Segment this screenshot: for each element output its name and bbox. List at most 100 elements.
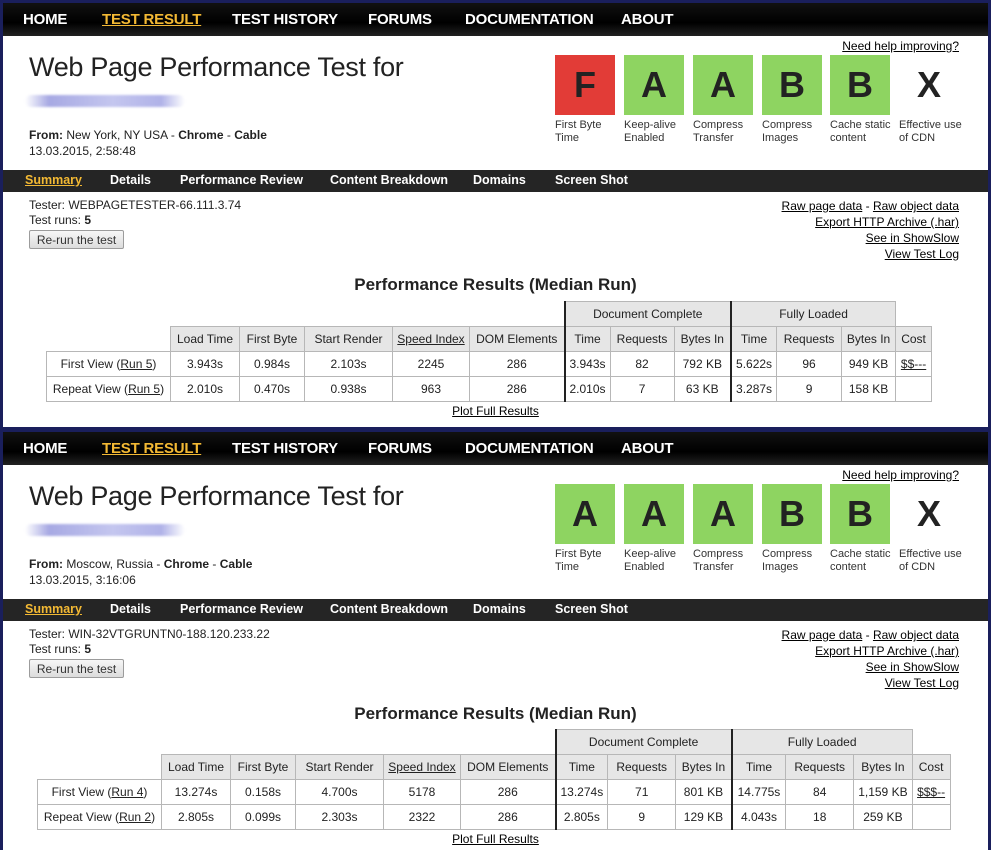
run-link[interactable]: Run 2 [119,810,152,824]
header-spacer [47,302,565,327]
tester-info: Tester: WEBPAGETESTER-66.111.3.74 Test ru… [29,198,241,228]
col-header-requests: Requests [609,326,675,352]
connection: Cable [219,557,253,571]
grade-keep-alive-enabled[interactable]: A [624,484,684,544]
tab-content-breakdown[interactable]: Content Breakdown [330,602,449,616]
tester-info: Tester: WIN-32VTGRUNTN0-188.120.233.22 Te… [29,627,270,657]
grade-label: Compress Images [762,119,813,144]
test-location-info: From: New York, NY USA - Chrome - Cable 1… [29,127,267,159]
nav-item-documentation[interactable]: DOCUMENTATION [465,11,594,28]
showslow-link[interactable]: See in ShowSlow [865,231,959,245]
col-header-first-byte: First Byte [230,754,296,780]
table-row: Repeat View (Run 5) 2.010s 0.470s 0.938s 963… [46,376,933,402]
plot-container: Plot Full Results [3,832,988,846]
top-nav: HOME TEST RESULT TEST HISTORY FORUMS DOCUMEN… [3,432,988,465]
tab-summary[interactable]: Summary [25,173,82,187]
nav-item-test-result[interactable]: TEST RESULT [102,440,202,457]
tab-content-breakdown[interactable]: Content Breakdown [330,173,449,187]
grade-compress-images[interactable]: B [762,55,822,115]
raw-object-data-link[interactable]: Raw object data [872,628,959,642]
row-label: Repeat View (Run 5) [46,376,171,402]
tab-performance-review[interactable]: Performance Review [180,602,303,616]
grade-cache-static-content[interactable]: B [830,484,890,544]
table-cell: 7 [609,376,675,402]
nav-item-home[interactable]: HOME [23,11,68,28]
view-name: First View [51,785,105,799]
tab-summary[interactable]: Summary [25,602,82,616]
view-test-log-link[interactable]: View Test Log [884,676,959,690]
nav-item-test-history[interactable]: TEST HISTORY [232,440,338,457]
col-header-first-byte: First Byte [239,326,305,352]
table-cell: 801 KB [675,779,733,805]
nav-item-about[interactable]: ABOUT [621,11,674,28]
nav-item-test-result[interactable]: TEST RESULT [102,11,202,28]
export-har-link[interactable]: Export HTTP Archive (.har) [815,215,959,229]
tab-details[interactable]: Details [110,602,151,616]
run-link[interactable]: Run 5 [128,382,161,396]
showslow-link[interactable]: See in ShowSlow [865,660,959,674]
raw-object-data-link[interactable]: Raw object data [872,199,959,213]
grade-first-byte-time[interactable]: F [555,55,615,115]
tab-domains[interactable]: Domains [473,602,526,616]
nav-item-documentation[interactable]: DOCUMENTATION [465,440,594,457]
test-runs-line: Test runs: 5 [29,213,241,228]
table-cell[interactable]: $$--- [895,351,933,377]
export-har-link[interactable]: Export HTTP Archive (.har) [815,644,959,658]
col-header-start-render: Start Render [295,754,384,780]
page-title: Web Page Performance Test for [29,52,404,82]
grade-effective-use-of-cdn[interactable]: X [916,493,941,534]
col-header-speed-index[interactable]: Speed Index [383,754,461,780]
run-link[interactable]: Run 4 [111,785,144,799]
rerun-button[interactable]: Re-run the test [29,659,124,678]
col-header-bytes-in: Bytes In [673,326,732,352]
grade-first-byte-time[interactable]: A [555,484,615,544]
grade-effective-use-of-cdn[interactable]: X [916,64,941,105]
tab-domains[interactable]: Domains [473,173,526,187]
table-cell: 14.775s [730,779,787,805]
table-cell: 96 [776,351,843,377]
table-cell[interactable]: $$$-- [911,779,951,805]
tab-screen-shot[interactable]: Screen Shot [555,173,628,187]
table-cell: 2.805s [161,804,231,830]
rerun-button[interactable]: Re-run the test [29,230,124,249]
col-header-speed-index[interactable]: Speed Index [392,326,470,352]
redacted-url [25,95,185,107]
tester-line: Tester: WIN-32VTGRUNTN0-188.120.233.22 [29,627,270,642]
tab-performance-review[interactable]: Performance Review [180,173,303,187]
tab-details[interactable]: Details [110,173,151,187]
table-cell: 286 [460,804,556,830]
nav-item-forums[interactable]: FORUMS [368,11,432,28]
nav-item-home[interactable]: HOME [23,440,68,457]
grade-compress-images[interactable]: B [762,484,822,544]
grade-label: Cache static content [830,548,891,573]
table-cell: 84 [785,779,855,805]
row-label-spacer [47,327,171,352]
plot-full-results-link[interactable]: Plot Full Results [452,832,539,846]
tab-screen-shot[interactable]: Screen Shot [555,602,628,616]
col-header-cost: Cost [895,326,933,352]
run-link[interactable]: Run 5 [120,357,153,371]
raw-page-data-link[interactable]: Raw page data [781,199,863,213]
grade-compress-transfer[interactable]: A [693,55,753,115]
raw-page-data-link[interactable]: Raw page data [781,628,863,642]
table-cell: 2.103s [304,351,393,377]
table-cell: 1,159 KB [853,779,913,805]
table-cell: 286 [469,376,565,402]
nav-item-forums[interactable]: FORUMS [368,440,432,457]
grade-keep-alive-enabled[interactable]: A [624,55,684,115]
view-test-log-link[interactable]: View Test Log [884,247,959,261]
col-header-time: Time [730,754,787,780]
grade-cache-static-content[interactable]: B [830,55,890,115]
plot-full-results-link[interactable]: Plot Full Results [452,404,539,418]
grade-compress-transfer[interactable]: A [693,484,753,544]
row-label: Repeat View (Run 2) [37,804,162,830]
view-name: Repeat View [43,810,112,824]
help-improving-link[interactable]: Need help improving? [842,39,959,53]
table-cell: 792 KB [673,351,732,377]
nav-item-test-history[interactable]: TEST HISTORY [232,11,338,28]
table-cell: 3.943s [170,351,240,377]
grade-label: Keep-alive Enabled [624,119,676,144]
nav-item-about[interactable]: ABOUT [621,440,674,457]
help-improving-link[interactable]: Need help improving? [842,468,959,482]
table-cell: 5.622s [730,351,778,377]
